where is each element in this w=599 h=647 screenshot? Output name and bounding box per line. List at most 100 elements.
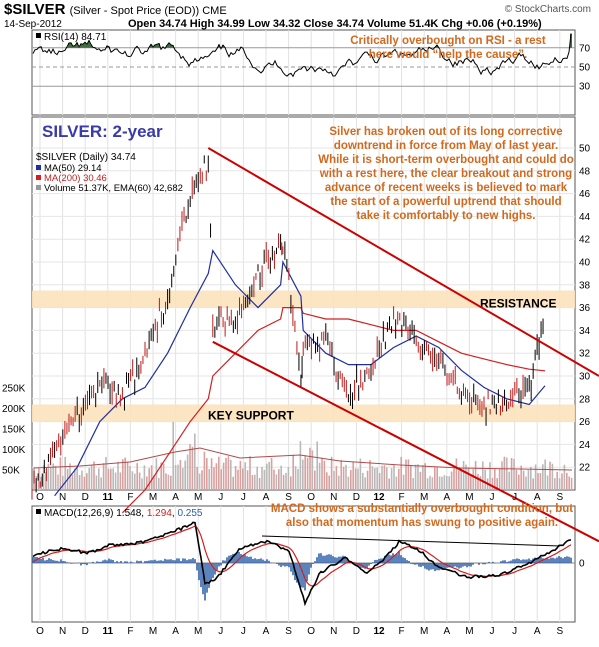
chart-date: 14-Sep-2012 [4,19,62,30]
rsi-annotation: Critically overbought on RSI - a rest he… [350,35,546,61]
rsi-tick-label: 70 [579,43,591,54]
x-tick-label: J [218,626,223,637]
ma200-line [121,307,546,514]
x-tick-label: N [330,492,337,503]
support-band [32,404,575,422]
price-tick-label: 28 [579,394,591,405]
legend-ma200-swatch [36,175,41,180]
macd-legend-swatch [36,509,41,514]
x-tick-label: O [36,626,44,637]
price-tick-label: 26 [579,417,591,428]
ma50-line [54,249,546,497]
x-tick-label: D [353,626,360,637]
x-tick-label: M [465,492,473,503]
x-tick-label: J [490,492,495,503]
support-label: KEY SUPPORT [208,409,294,423]
price-tick-label: 46 [579,189,591,200]
x-tick-label: N [59,492,66,503]
volume-ema-line [33,447,573,471]
x-tick-label: O [307,492,315,503]
x-tick-label: S [285,626,292,637]
price-tick-label: 50 [579,144,591,155]
x-tick-label: S [556,626,563,637]
legend-ma50-swatch [36,165,41,170]
rsi-legend: RSI(14) 84.71 [44,32,107,43]
x-tick-label: S [285,492,292,503]
macd-annotation: MACD shows a substantially overbought co… [270,503,574,529]
x-tick-label: A [443,626,450,637]
price-bars [31,155,544,500]
x-tick-label: A [172,492,179,503]
x-tick-label: J [241,492,246,503]
x-tick-label: F [399,626,405,637]
rsi-line [32,33,572,78]
x-tick-label: A [534,626,541,637]
macd-legend: MACD(12,26,9) 1.548, 1.294, 0.255 [44,508,203,519]
volume-tick-label: 100K [2,445,26,456]
price-tick-label: 34 [579,326,591,337]
legend-vol-swatch [36,185,41,190]
x-tick-label: M [149,492,157,503]
site-credit: © StockCharts.com [504,4,591,15]
price-tick-label: 32 [579,349,591,360]
lower-trendline [212,340,599,543]
volume-bars [33,421,573,490]
macd-legend-v3: 0.255 [177,508,202,519]
x-tick-label: N [330,626,337,637]
price-tick-label: 42 [579,235,591,246]
upper-trendline [207,147,599,377]
x-tick-label: M [420,626,428,637]
x-tick-label: 11 [103,626,114,637]
x-tick-label: D [353,492,360,503]
rsi-legend-swatch [36,33,41,38]
x-tick-label: J [490,626,495,637]
legend-ma50: MA(50) 29.14 [44,163,102,174]
price-tick-label: 38 [579,280,591,291]
price-tick-label: 24 [579,440,591,451]
volume-tick-label: 50K [2,466,20,477]
x-tick-label: A [263,492,270,503]
x-tick-label: J [218,492,223,503]
legend-price: $SILVER (Daily) 34.74 [36,152,136,163]
price-tick-label: 48 [579,166,591,177]
rsi-tick-label: 50 [579,63,591,74]
macd-tick-label: 0 [579,559,585,570]
x-tick-label: O [307,626,315,637]
x-tick-label: D [82,492,89,503]
price-tick-label: 22 [579,463,591,474]
x-tick-label: M [194,626,202,637]
macd-legend-v2: 1.294 [147,508,172,519]
price-tick-label: 36 [579,303,591,314]
x-tick-label: A [263,626,270,637]
macd-legend-v1: 1.548, [116,508,147,519]
x-tick-label: S [556,492,563,503]
x-tick-label: N [59,626,66,637]
x-tick-label: M [420,492,428,503]
resistance-label: RESISTANCE [480,297,556,311]
macd-legend-prefix: MACD(12,26,9) [44,508,116,519]
volume-tick-label: 200K [2,404,26,415]
x-tick-label: M [465,626,473,637]
x-tick-label: J [241,626,246,637]
legend-volume: Volume 51.37K, EMA(60) 42,682 [44,183,183,194]
macd-line [32,521,572,607]
x-tick-label: A [443,492,450,503]
volume-tick-label: 150K [2,425,26,436]
x-tick-label: J [512,492,517,503]
price-tick-label: 30 [579,372,591,383]
x-tick-label: 12 [373,626,385,637]
x-tick-label: M [149,626,157,637]
rsi-panel [31,29,576,116]
price-tick-label: 40 [579,258,591,269]
chart-label: SILVER: 2-year [42,122,163,141]
x-tick-label: F [127,626,133,637]
rsi-tick-label: 30 [579,82,591,93]
x-tick-label: 12 [373,492,385,503]
x-tick-label: A [534,492,541,503]
x-tick-label: A [172,626,179,637]
legend-ma200: MA(200) 30.46 [44,173,107,184]
volume-tick-label: 250K [2,384,26,395]
price-tick-label: 44 [579,212,591,223]
